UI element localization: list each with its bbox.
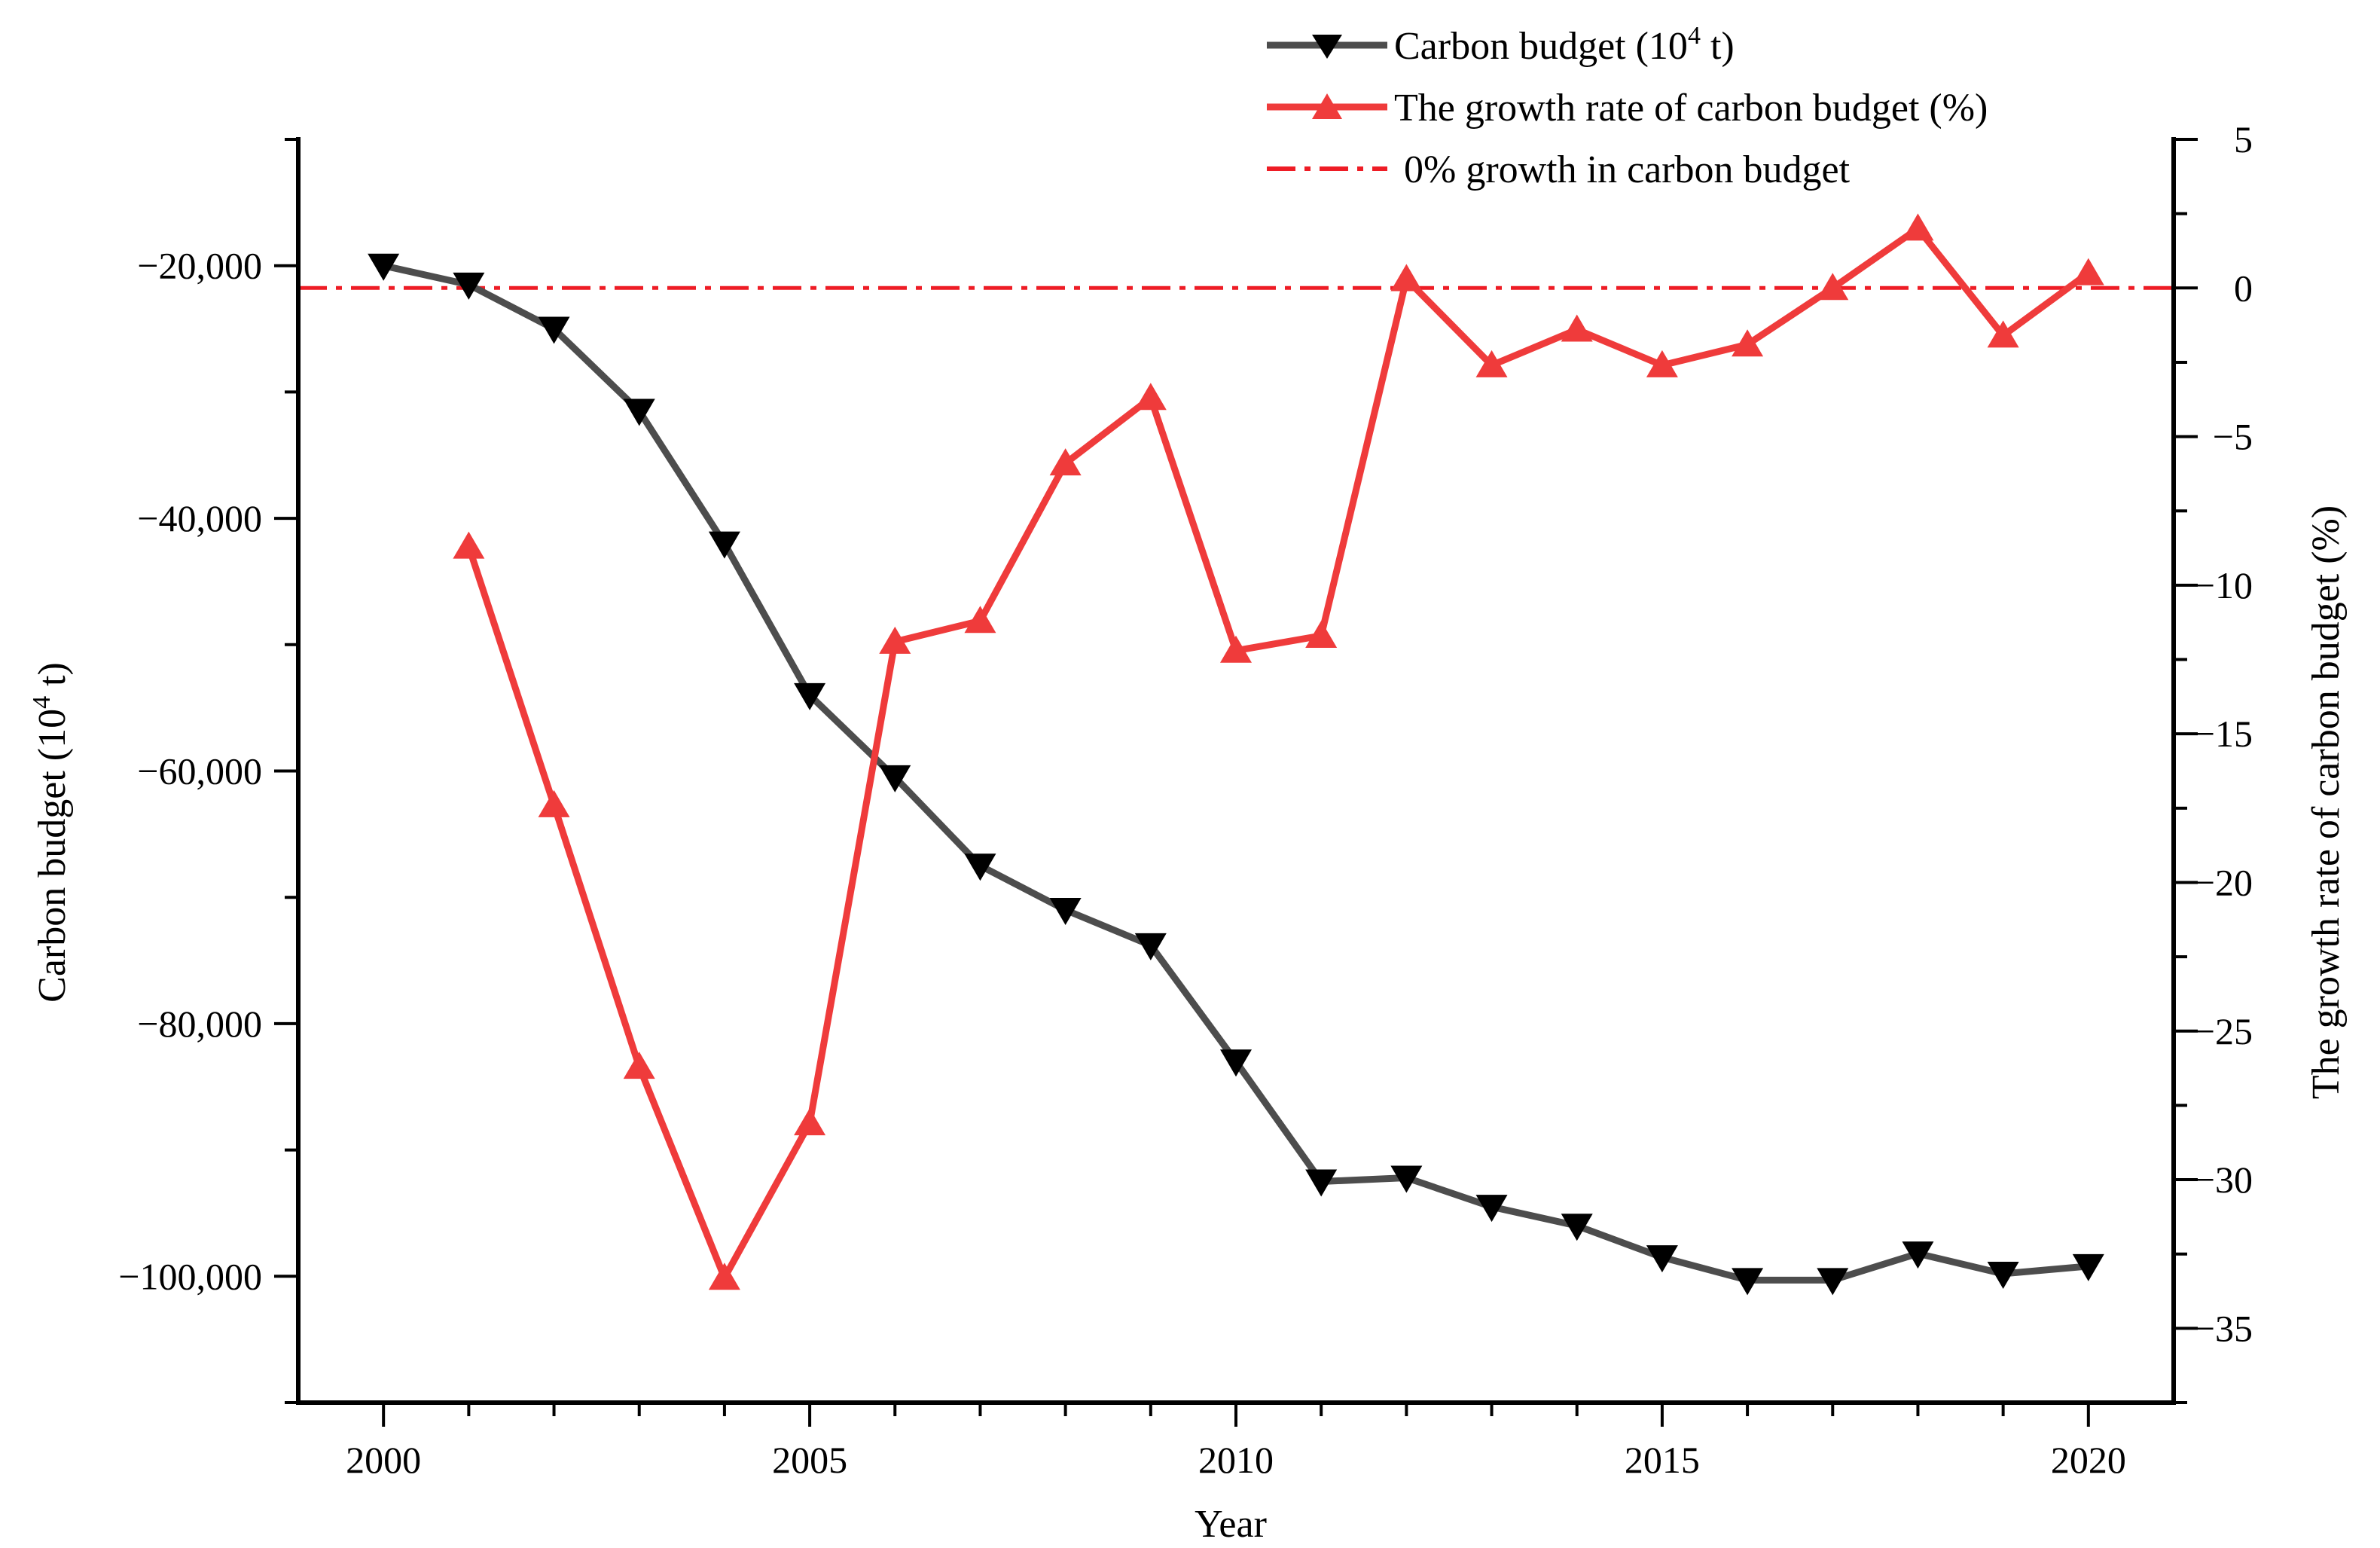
x-tick-label: 2005 [772, 1439, 847, 1481]
growth-rate-point [1732, 329, 1764, 357]
right-y-tick-label: −35 [2194, 1307, 2253, 1349]
legend-label-growth-rate: The growth rate of carbon budget (%) [1394, 87, 1988, 130]
growth-rate-point [1475, 350, 1508, 377]
carbon-budget-point [1475, 1195, 1508, 1223]
left-y-axis-title-superscript: 4 [28, 696, 56, 709]
svg-text:Carbon budget (104 t): Carbon budget (104 t) [1394, 22, 1735, 68]
growth-rate-point [1134, 383, 1167, 411]
right-y-tick-label: −10 [2194, 564, 2253, 606]
carbon-budget-point [1561, 1214, 1593, 1241]
series-growth-rate [453, 213, 2104, 1290]
right-y-tick-label: 5 [2234, 118, 2253, 160]
carbon-budget-point [1134, 933, 1167, 960]
series-carbon-budget [368, 253, 2104, 1296]
growth-rate-point [1049, 448, 1082, 476]
x-tick-label: 2010 [1198, 1439, 1274, 1481]
growth-rate-point [1817, 273, 1849, 301]
right-y-axis-title: The growth rate of carbon budget (%) [2305, 505, 2348, 1099]
growth-rate-point [1305, 620, 1338, 648]
legend-entry-growth-rate: The growth rate of carbon budget (%) [1267, 87, 1988, 130]
growth-rate-point [1646, 350, 1678, 377]
x-tick-label: 2015 [1625, 1439, 1700, 1481]
carbon-budget-point [794, 682, 826, 710]
carbon-budget-point [879, 765, 911, 792]
carbon-budget-point [708, 531, 740, 559]
carbon-budget-point [1817, 1268, 1849, 1296]
growth-rate-point [1561, 314, 1593, 342]
carbon-budget-point [453, 272, 485, 300]
right-y-tick-label: −30 [2194, 1159, 2253, 1201]
growth-rate-point [453, 531, 485, 559]
growth-rate-point [879, 626, 911, 654]
left-y-tick-label: −80,000 [137, 1003, 262, 1045]
growth-rate-point [2072, 258, 2104, 285]
growth-rate-point [1902, 213, 1934, 241]
legend-entry-carbon-budget: Carbon budget (104 t) [1267, 22, 1735, 68]
carbon-budget-point [1987, 1261, 2019, 1289]
series-layer [368, 213, 2104, 1296]
legend-label-zero-growth: 0% growth in carbon budget [1394, 148, 1851, 191]
legend: Carbon budget (104 t) The growth rate of… [1267, 22, 1988, 191]
carbon-budget-point [1049, 897, 1082, 925]
carbon-budget-point [2072, 1253, 2104, 1281]
carbon-budget-point [964, 853, 996, 881]
legend-entry-zero-growth: 0% growth in carbon budget [1267, 148, 1851, 191]
carbon-budget-point [1646, 1245, 1678, 1273]
left-y-tick-label: −20,000 [137, 245, 262, 287]
growth-rate-point [1987, 320, 2019, 348]
right-y-tick-label: −20 [2194, 861, 2253, 903]
growth-rate-point [538, 789, 570, 817]
growth-rate-point [1220, 635, 1252, 663]
x-tick-label: 2000 [346, 1439, 421, 1481]
right-y-tick-label: −25 [2194, 1010, 2253, 1052]
left-y-tick-label: −100,000 [118, 1255, 262, 1297]
tick-labels-layer: 2000 2005 2010 2015 2020 −20,000 −40,000 −60,00… [118, 118, 2253, 1481]
growth-rate-point [623, 1052, 655, 1079]
growth-rate-point [964, 606, 996, 634]
carbon-budget-point [538, 316, 570, 344]
growth-rate-point [1390, 264, 1423, 292]
left-y-tick-label: −60,000 [137, 750, 262, 792]
ticks-layer [274, 138, 2198, 1427]
growth-rate-point [794, 1108, 826, 1136]
axes-frame [296, 137, 2176, 1405]
right-y-tick-label: −5 [2213, 416, 2253, 458]
carbon-budget-point [1390, 1165, 1423, 1193]
left-y-axis-title: Carbon budget (104 t) [28, 662, 74, 1003]
legend-label-carbon-budget: Carbon budget (10 [1394, 25, 1688, 68]
growth-rate-point [708, 1263, 740, 1290]
legend-marker-carbon-budget [1312, 35, 1342, 59]
x-axis-title: Year [1195, 1503, 1267, 1546]
x-tick-label: 2020 [2051, 1439, 2126, 1481]
carbon-budget-point [1902, 1241, 1934, 1269]
carbon-budget-point [1220, 1049, 1252, 1077]
right-y-tick-label: −15 [2194, 713, 2253, 755]
carbon-budget-point [623, 398, 655, 426]
carbon-budget-point [1305, 1169, 1338, 1197]
right-y-tick-label: 0 [2234, 267, 2253, 309]
legend-label-carbon-budget-superscript: 4 [1688, 22, 1701, 50]
legend-marker-growth-rate [1312, 93, 1342, 119]
carbon-budget-point [1732, 1268, 1764, 1296]
left-y-tick-label: −40,000 [137, 497, 262, 539]
carbon-budget-point [368, 253, 400, 281]
